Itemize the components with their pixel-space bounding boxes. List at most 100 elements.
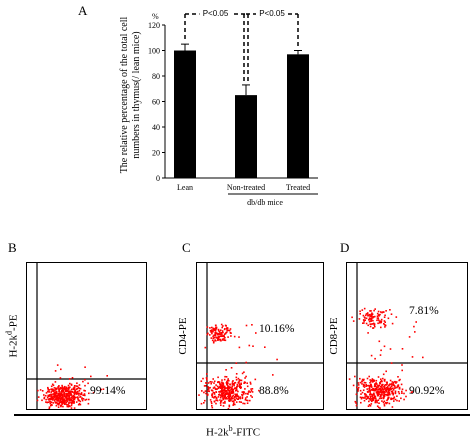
event-dot bbox=[73, 387, 76, 389]
event-dot bbox=[397, 385, 399, 388]
event-dot bbox=[218, 381, 221, 384]
event-dot bbox=[373, 323, 376, 325]
event-dot bbox=[71, 402, 74, 404]
event-dot bbox=[244, 398, 247, 401]
panel-b-letter: B bbox=[8, 240, 17, 255]
event-dot bbox=[48, 391, 50, 393]
event-dot bbox=[369, 390, 371, 393]
event-dot bbox=[415, 321, 417, 323]
event-dot bbox=[69, 405, 71, 408]
event-dot bbox=[361, 378, 364, 381]
event-dot bbox=[385, 393, 387, 396]
event-dot bbox=[377, 310, 380, 313]
event-dot bbox=[212, 337, 215, 340]
event-dot bbox=[66, 393, 69, 395]
event-dot bbox=[223, 333, 226, 335]
event-dot bbox=[230, 392, 233, 395]
event-dot bbox=[389, 309, 391, 311]
event-dot bbox=[394, 398, 397, 401]
event-dot bbox=[366, 390, 369, 393]
event-dot bbox=[82, 398, 85, 400]
quadrant-pct-b-lower: 99.14% bbox=[90, 385, 126, 397]
event-dot bbox=[387, 393, 389, 395]
event-dot bbox=[363, 307, 366, 310]
event-dot bbox=[60, 397, 63, 400]
event-dot bbox=[222, 339, 224, 341]
event-dot bbox=[254, 378, 257, 381]
event-dot bbox=[375, 399, 377, 402]
event-dot bbox=[88, 392, 90, 395]
event-dot bbox=[234, 381, 237, 384]
event-dot bbox=[55, 402, 57, 404]
event-dot bbox=[206, 333, 209, 336]
event-dot bbox=[377, 317, 380, 320]
event-dot bbox=[221, 382, 223, 384]
event-dot bbox=[222, 335, 225, 338]
event-dot bbox=[366, 312, 369, 314]
event-dot bbox=[52, 390, 55, 393]
event-dot bbox=[222, 382, 224, 384]
event-dot bbox=[227, 336, 229, 338]
event-dot bbox=[389, 386, 392, 389]
event-dot bbox=[59, 391, 61, 393]
event-dot bbox=[61, 390, 63, 393]
event-dot bbox=[226, 390, 228, 392]
event-dot bbox=[369, 315, 371, 318]
event-dot bbox=[78, 384, 81, 386]
event-dot bbox=[368, 313, 371, 316]
event-dot bbox=[204, 399, 206, 402]
event-dot bbox=[362, 314, 365, 317]
event-dot bbox=[102, 388, 105, 390]
event-dot bbox=[222, 384, 224, 386]
event-dot bbox=[372, 327, 375, 329]
event-dot bbox=[211, 326, 213, 329]
event-dot bbox=[73, 388, 75, 391]
event-dot bbox=[380, 392, 383, 394]
event-dot bbox=[370, 316, 373, 318]
event-dot bbox=[76, 392, 79, 395]
event-dot bbox=[251, 391, 254, 393]
event-dot bbox=[366, 377, 369, 380]
event-dot bbox=[48, 407, 51, 409]
event-dot bbox=[376, 386, 378, 389]
event-dot bbox=[233, 403, 235, 406]
event-dot bbox=[369, 395, 372, 398]
event-dot bbox=[215, 402, 217, 405]
event-dot bbox=[371, 378, 374, 380]
event-dot bbox=[367, 395, 369, 398]
event-dot bbox=[65, 396, 67, 399]
event-dot bbox=[249, 399, 251, 402]
event-dot bbox=[367, 314, 369, 317]
event-dot bbox=[211, 339, 214, 342]
panel-a-letter: A bbox=[78, 3, 88, 18]
event-dot bbox=[216, 332, 219, 335]
event-dot bbox=[359, 381, 362, 384]
event-dot bbox=[213, 340, 215, 343]
event-dot bbox=[231, 392, 234, 394]
event-dot bbox=[231, 383, 234, 385]
event-dot bbox=[209, 334, 211, 336]
event-dot bbox=[240, 383, 242, 385]
event-dot bbox=[207, 386, 209, 388]
event-dot bbox=[258, 389, 260, 392]
quadrant-pct-d-upper: 7.81% bbox=[409, 305, 439, 317]
event-dot bbox=[212, 327, 214, 330]
event-dot bbox=[48, 389, 51, 391]
event-dot bbox=[57, 406, 60, 408]
event-dot bbox=[58, 402, 60, 405]
event-dot bbox=[211, 393, 214, 395]
event-dot bbox=[78, 387, 81, 390]
event-dot bbox=[216, 385, 219, 388]
event-dot bbox=[355, 404, 358, 407]
event-dot bbox=[243, 402, 246, 405]
event-dot bbox=[374, 389, 376, 391]
event-dot bbox=[371, 386, 373, 388]
event-dot bbox=[392, 393, 394, 396]
event-dot bbox=[61, 399, 64, 402]
event-dot bbox=[387, 317, 390, 320]
event-dot bbox=[51, 396, 54, 398]
event-dot bbox=[229, 386, 231, 388]
event-dot bbox=[376, 317, 379, 319]
event-dot bbox=[367, 324, 369, 327]
event-dot bbox=[61, 386, 64, 388]
